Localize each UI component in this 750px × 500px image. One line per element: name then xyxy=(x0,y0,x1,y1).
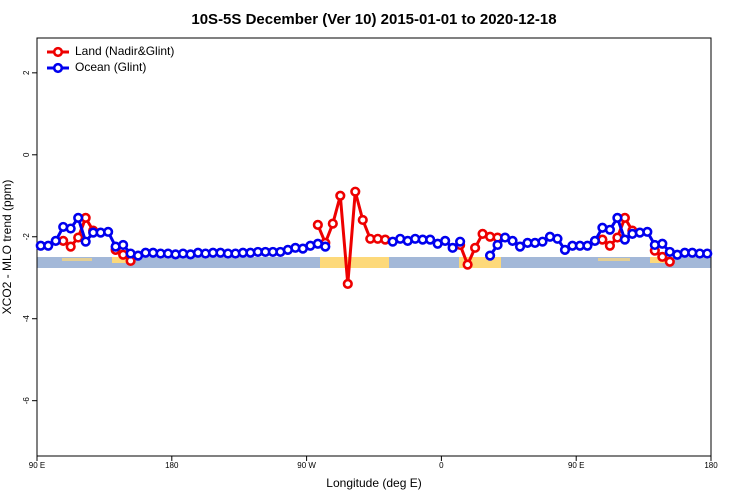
series-point xyxy=(43,240,54,251)
land-band xyxy=(650,257,666,263)
land-band xyxy=(320,257,389,268)
series-point xyxy=(447,242,458,253)
y-tick-label: -4 xyxy=(22,315,31,323)
legend-label: Land (Nadir&Glint) xyxy=(75,44,174,58)
series-point xyxy=(440,235,451,246)
series-point xyxy=(80,236,91,247)
series-point xyxy=(552,233,563,244)
series-point xyxy=(425,234,436,245)
series-point xyxy=(335,190,346,201)
series-point xyxy=(342,278,353,289)
series-point xyxy=(657,238,668,249)
land-band xyxy=(62,258,92,261)
land-band xyxy=(112,257,130,263)
series-point xyxy=(65,223,76,234)
legend-marker xyxy=(52,62,64,74)
series-point xyxy=(103,226,114,237)
series-point xyxy=(559,244,571,255)
series-point xyxy=(514,241,526,252)
series-point xyxy=(470,242,481,253)
series-point xyxy=(492,239,503,251)
x-tick-label: 0 xyxy=(439,461,444,470)
series-point xyxy=(537,236,548,247)
x-tick-label: 180 xyxy=(165,461,179,470)
series-point xyxy=(350,186,361,197)
series-point xyxy=(118,239,129,251)
series-point xyxy=(604,224,616,235)
series-point xyxy=(642,226,653,237)
x-tick-label: 90 E xyxy=(568,461,584,470)
y-tick-label: 2 xyxy=(22,70,31,75)
series-point xyxy=(73,212,84,224)
x-axis-label: Longitude (deg E) xyxy=(326,476,421,490)
series-point xyxy=(357,214,368,226)
series-point xyxy=(484,250,496,261)
x-tick-label: 180 xyxy=(704,461,718,470)
series-point xyxy=(702,248,713,259)
series-point xyxy=(604,240,616,251)
land-band xyxy=(459,257,501,268)
series-point xyxy=(657,251,668,262)
legend-label: Ocean (Glint) xyxy=(75,60,146,74)
land-band xyxy=(598,258,630,261)
y-tick-label: -6 xyxy=(22,397,31,405)
series-point xyxy=(589,235,601,246)
y-tick-label: -2 xyxy=(22,233,31,241)
x-tick-label: 90 E xyxy=(29,461,45,470)
series-point xyxy=(507,235,518,246)
legend-marker xyxy=(52,46,64,58)
series-point xyxy=(455,236,466,247)
x-tick-label: 90 W xyxy=(297,461,316,470)
series-point xyxy=(582,240,593,251)
series-point xyxy=(50,235,61,246)
series-point xyxy=(65,241,76,252)
y-tick-label: 0 xyxy=(22,152,31,157)
y-axis-label: XCO2 - MLO trend (ppm) xyxy=(0,180,14,315)
series-point xyxy=(619,234,630,245)
series-point xyxy=(664,256,675,267)
series-point xyxy=(327,218,338,229)
surface-band xyxy=(37,257,711,268)
chart-title: 10S-5S December (Ver 10) 2015-01-01 to 2… xyxy=(191,11,556,28)
series-point xyxy=(612,212,623,224)
series-point xyxy=(462,259,473,270)
series-point xyxy=(312,219,323,230)
series-point xyxy=(73,232,84,243)
series-point xyxy=(320,241,331,252)
